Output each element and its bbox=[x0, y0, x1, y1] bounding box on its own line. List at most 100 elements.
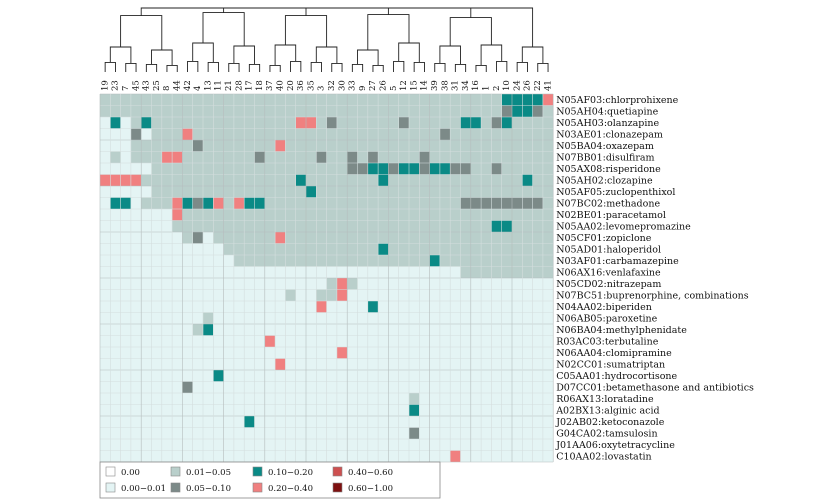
heatmap-cell bbox=[223, 151, 234, 163]
heatmap-cell bbox=[419, 266, 430, 278]
heatmap-cell bbox=[285, 117, 296, 129]
heatmap-cell bbox=[203, 358, 214, 370]
heatmap-cell bbox=[141, 266, 152, 278]
heatmap-cell bbox=[223, 232, 234, 244]
heatmap-cell bbox=[120, 105, 131, 117]
heatmap-cell bbox=[326, 266, 337, 278]
heatmap-cell bbox=[347, 117, 358, 129]
heatmap-cell bbox=[398, 370, 409, 382]
heatmap-cell bbox=[151, 347, 162, 359]
heatmap-cell bbox=[213, 312, 224, 324]
heatmap-cell bbox=[450, 209, 461, 221]
heatmap-cell bbox=[161, 358, 173, 370]
row-label: N05BA04:oxazepam bbox=[556, 141, 654, 152]
heatmap-cell bbox=[450, 174, 461, 186]
heatmap-cell bbox=[398, 427, 409, 439]
heatmap-cell bbox=[409, 197, 420, 209]
heatmap-cell bbox=[491, 312, 502, 324]
heatmap-cell bbox=[481, 209, 492, 221]
heatmap-cell bbox=[501, 163, 512, 175]
column-tick-label: 12 bbox=[399, 80, 409, 91]
heatmap-cell bbox=[141, 128, 152, 140]
heatmap-cell bbox=[223, 427, 234, 439]
heatmap-cell bbox=[141, 427, 152, 439]
heatmap-cell bbox=[295, 186, 306, 198]
heatmap-cell bbox=[450, 370, 461, 382]
heatmap-cell bbox=[419, 220, 430, 232]
heatmap-cell bbox=[254, 427, 265, 439]
heatmap-cell bbox=[501, 243, 512, 255]
heatmap-cell bbox=[450, 439, 461, 451]
heatmap-cell bbox=[481, 243, 492, 255]
heatmap-cell bbox=[336, 209, 348, 221]
heatmap-cell bbox=[409, 220, 420, 232]
heatmap-cell bbox=[233, 174, 245, 186]
heatmap-cell bbox=[182, 266, 193, 278]
heatmap-cell bbox=[213, 370, 224, 382]
heatmap-cell bbox=[357, 209, 368, 221]
heatmap-cell bbox=[295, 163, 306, 175]
heatmap-cell bbox=[409, 255, 420, 267]
heatmap-cell bbox=[501, 404, 512, 416]
heatmap-cell bbox=[439, 266, 451, 278]
heatmap-cell bbox=[316, 151, 327, 163]
heatmap-cell bbox=[326, 370, 337, 382]
heatmap-cell bbox=[130, 197, 142, 209]
heatmap-cell bbox=[306, 255, 317, 267]
heatmap-cell bbox=[378, 163, 389, 175]
heatmap-cell bbox=[388, 117, 399, 129]
heatmap-cell bbox=[223, 381, 234, 393]
heatmap-cell bbox=[151, 450, 162, 462]
heatmap-cell bbox=[161, 140, 173, 152]
heatmap-cell bbox=[192, 105, 203, 117]
legend-box bbox=[99, 461, 441, 499]
heatmap-cell bbox=[264, 289, 276, 301]
legend-swatch bbox=[252, 466, 263, 477]
heatmap-cell bbox=[512, 312, 523, 324]
heatmap-cell bbox=[172, 439, 183, 451]
heatmap-cell bbox=[161, 220, 173, 232]
legend-swatch bbox=[105, 466, 116, 477]
heatmap-cell bbox=[141, 163, 152, 175]
heatmap-cell bbox=[275, 416, 286, 428]
heatmap-cell bbox=[244, 278, 255, 290]
heatmap-cell bbox=[542, 312, 554, 324]
heatmap-cell bbox=[388, 255, 399, 267]
heatmap-cell bbox=[295, 94, 306, 106]
heatmap-cell bbox=[285, 105, 296, 117]
heatmap-cell bbox=[161, 416, 173, 428]
heatmap-cell bbox=[275, 186, 286, 198]
heatmap-cell bbox=[336, 416, 348, 428]
heatmap-cell bbox=[460, 427, 471, 439]
heatmap-cell bbox=[110, 324, 121, 336]
heatmap-cell bbox=[481, 128, 492, 140]
heatmap-cell bbox=[419, 404, 430, 416]
dendrogram-branch bbox=[475, 64, 487, 72]
heatmap-cell bbox=[275, 163, 286, 175]
heatmap-cell bbox=[295, 347, 306, 359]
heatmap-cell bbox=[398, 289, 409, 301]
heatmap-cell bbox=[501, 266, 512, 278]
heatmap-cell bbox=[357, 266, 368, 278]
heatmap-cell bbox=[161, 255, 173, 267]
heatmap-cell bbox=[120, 301, 131, 313]
heatmap-cell bbox=[100, 439, 111, 451]
heatmap-cell bbox=[213, 404, 224, 416]
heatmap-cell bbox=[429, 358, 440, 370]
heatmap-cell bbox=[192, 255, 203, 267]
heatmap-cell bbox=[326, 174, 337, 186]
heatmap-cell bbox=[460, 450, 471, 462]
heatmap-cell bbox=[264, 358, 276, 370]
heatmap-cell bbox=[409, 347, 420, 359]
row-label: N05CD02:nitrazepam bbox=[556, 279, 661, 290]
heatmap-cell bbox=[450, 301, 461, 313]
heatmap-cell bbox=[203, 289, 214, 301]
heatmap-cell bbox=[244, 94, 255, 106]
heatmap-cell bbox=[542, 347, 554, 359]
row-label: N05AA02:levomepromazine bbox=[556, 221, 691, 232]
heatmap-cell bbox=[192, 197, 203, 209]
dendrogram-branch bbox=[521, 46, 544, 64]
heatmap-cell bbox=[450, 105, 461, 117]
heatmap-cell bbox=[316, 335, 327, 347]
heatmap-cell bbox=[295, 335, 306, 347]
